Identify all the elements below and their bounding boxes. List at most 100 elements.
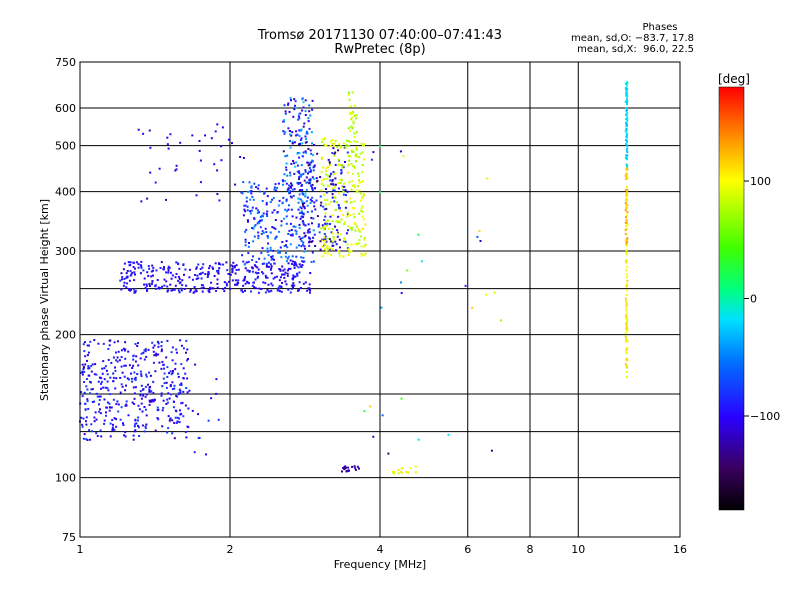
data-point [298, 170, 300, 173]
data-point [625, 149, 628, 152]
data-point [120, 383, 123, 386]
data-point [350, 188, 353, 191]
data-point [273, 186, 276, 189]
data-point [123, 277, 126, 280]
data-point [126, 282, 129, 285]
x-tick-label: 10 [571, 543, 585, 556]
data-point [168, 397, 171, 400]
data-point [177, 262, 179, 265]
data-point [306, 132, 309, 135]
data-point [245, 200, 248, 203]
data-point [626, 283, 629, 286]
data-point [626, 224, 629, 227]
data-point [125, 384, 127, 387]
data-point [112, 372, 115, 375]
data-point [355, 160, 358, 163]
data-point [310, 261, 313, 263]
data-point [342, 467, 345, 469]
data-point [342, 213, 345, 216]
data-point [281, 273, 283, 276]
data-point [358, 242, 361, 245]
data-point [283, 132, 286, 135]
data-point [304, 110, 307, 113]
data-point [122, 422, 124, 425]
data-point [290, 99, 292, 102]
data-point [282, 150, 285, 153]
data-point [333, 145, 336, 147]
data-point [257, 234, 260, 237]
data-point [292, 194, 295, 197]
data-point [258, 257, 261, 260]
data-point [286, 174, 289, 177]
data-point [253, 225, 256, 228]
data-point [293, 188, 296, 191]
data-point [325, 240, 328, 243]
data-point [308, 163, 311, 166]
data-point [258, 221, 261, 224]
data-point [296, 170, 299, 173]
data-points [79, 81, 629, 475]
data-point [298, 176, 301, 179]
data-point [352, 150, 355, 153]
data-point [346, 151, 349, 154]
data-point [119, 279, 122, 282]
data-point [287, 127, 290, 130]
data-point [223, 290, 226, 293]
data-point [251, 195, 254, 198]
data-point [198, 273, 201, 276]
x-axis-label: Frequency [MHz] [334, 558, 426, 571]
data-point [342, 193, 345, 196]
data-point [340, 218, 343, 221]
data-point [331, 139, 334, 141]
data-point [355, 243, 358, 246]
data-point [298, 193, 301, 196]
data-point [180, 384, 183, 386]
data-point [82, 417, 85, 420]
data-point [626, 265, 629, 268]
data-point [93, 400, 96, 403]
data-point [625, 140, 628, 143]
data-point [275, 275, 278, 278]
data-point [297, 208, 300, 211]
data-point [332, 171, 335, 173]
data-point [311, 99, 314, 102]
data-point [343, 223, 346, 226]
data-point [326, 198, 329, 201]
data-point [279, 246, 282, 249]
data-point [179, 409, 181, 412]
data-point [299, 211, 302, 214]
data-point [406, 269, 409, 272]
data-point [308, 287, 311, 290]
data-point [334, 195, 336, 198]
data-point [111, 428, 114, 430]
data-point [626, 357, 628, 360]
data-point [323, 199, 326, 202]
data-point [87, 351, 90, 354]
data-point [625, 92, 628, 95]
data-point [302, 151, 305, 154]
data-point [111, 426, 114, 429]
data-point [308, 110, 311, 113]
data-point [295, 232, 298, 235]
data-point [157, 342, 160, 345]
data-point [332, 236, 335, 239]
data-point [310, 184, 312, 187]
data-point [300, 207, 303, 210]
data-point [264, 282, 267, 285]
data-point [241, 192, 244, 195]
data-point [361, 205, 364, 208]
data-point [311, 251, 314, 254]
data-point [88, 374, 91, 377]
data-point [350, 201, 353, 204]
data-point [167, 289, 170, 292]
data-point [207, 272, 210, 275]
data-point [170, 289, 173, 292]
data-point [308, 182, 311, 185]
data-point [318, 231, 321, 234]
data-point [96, 435, 99, 437]
data-point [625, 123, 628, 125]
data-point [134, 419, 137, 422]
data-point [626, 320, 629, 323]
data-point [179, 390, 182, 392]
data-point [356, 225, 359, 228]
